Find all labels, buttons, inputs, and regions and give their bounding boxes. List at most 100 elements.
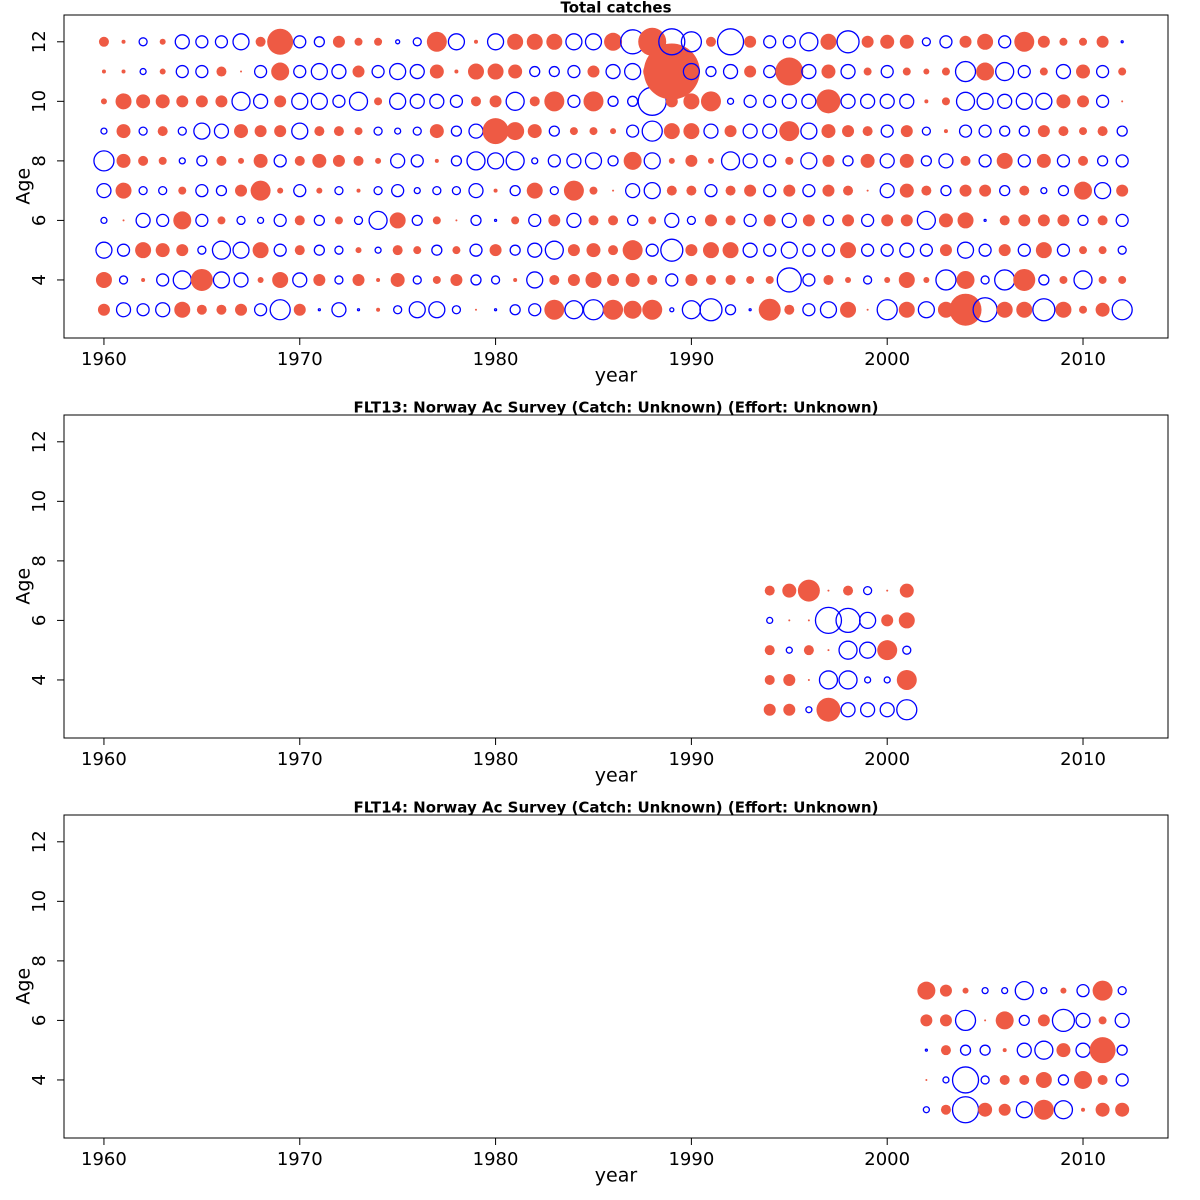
bubble [429,93,445,109]
bubble [681,300,702,320]
bubble [567,273,580,286]
bubble [917,301,936,319]
bubble [334,185,344,196]
bubble [743,94,757,108]
bubble [118,275,129,285]
bubble [1057,214,1070,227]
y-axis-title: Age [13,168,35,205]
bubble [669,307,675,313]
bubble [136,94,151,109]
bubble [176,95,189,108]
bubble [1095,94,1110,108]
bubble [334,275,344,285]
bubble [1092,980,1113,1001]
bubble [840,63,856,80]
bubble [664,212,680,229]
bubble [390,153,406,169]
bubble [705,36,716,47]
bubble [116,153,131,168]
bubble [1111,299,1133,321]
bubble [138,126,148,136]
bubble [252,242,269,259]
bubble [240,70,243,73]
bubble [939,244,952,257]
bubble [157,126,168,137]
bubble [902,67,911,76]
bubble [215,95,228,108]
bubble [115,182,132,199]
bubble [920,155,933,167]
bubble [624,182,641,199]
bubble [1037,214,1050,227]
bubble [725,215,736,226]
bubble [1019,185,1030,196]
bubble [682,62,701,81]
bubble [862,126,873,137]
bubble [764,645,775,656]
bubble [763,214,776,227]
bubble [954,1009,977,1032]
bubble [686,215,697,226]
bubble [996,152,1013,169]
bubble [800,152,818,170]
bubble [250,180,271,201]
bubble [1115,1102,1130,1117]
bubble [100,98,107,105]
bubble [880,124,894,138]
bubble [354,127,363,136]
bubble [548,65,560,78]
bubble [313,36,325,48]
bubble [356,188,361,193]
bubble [391,183,405,198]
bubble [802,183,816,198]
bubble [138,37,148,47]
bubble [608,245,619,256]
bubble [643,152,661,170]
bubble [658,28,686,56]
bubble [138,155,149,166]
bubble [807,678,810,681]
bubble [980,275,990,285]
bubble [569,127,578,136]
bubble [195,183,209,198]
bubble [896,669,917,690]
bubble [923,276,930,283]
bubble [800,122,818,140]
bubble [660,238,684,262]
bubble [995,1011,1014,1030]
bubble [1051,1008,1076,1033]
bubble [605,63,621,80]
bubble [348,91,369,111]
bubble [232,241,250,259]
bubble [434,158,439,163]
y-tick-label: 4 [29,1074,50,1085]
bubble [942,1076,950,1084]
bubble [776,267,802,293]
bubble [782,583,797,598]
x-tick-label: 2010 [1060,349,1106,370]
bubble [548,125,560,137]
bubble [1037,35,1050,48]
bubble [625,272,640,287]
bubble [1018,1014,1030,1027]
bubble [158,185,168,196]
bubble [994,269,1016,291]
bubble [899,153,914,168]
bubble [880,243,894,257]
bubble [1017,154,1031,168]
bubble [353,215,364,226]
bubble [705,274,716,285]
bubble [101,69,106,74]
bubble [643,43,700,100]
bubble [647,274,658,285]
bubble [886,589,889,592]
bubble [155,94,170,109]
x-axis-title: year [595,1165,638,1187]
bubble [392,245,403,256]
bubble [1115,154,1129,168]
bubble [526,182,543,199]
bubble [1032,298,1056,322]
bubble [563,180,584,201]
bubble [174,34,190,50]
